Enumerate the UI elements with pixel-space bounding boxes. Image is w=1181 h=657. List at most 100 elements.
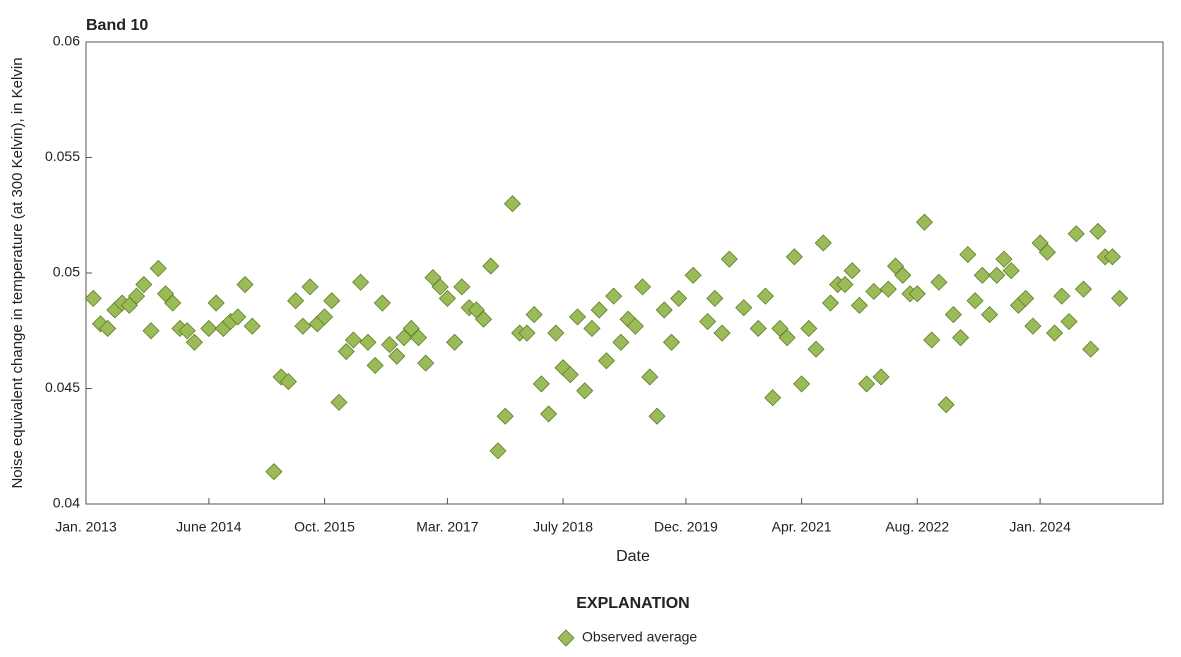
data-point bbox=[865, 282, 883, 301]
data-point bbox=[973, 266, 991, 284]
data-point bbox=[980, 306, 999, 324]
data-point bbox=[489, 442, 507, 460]
data-point bbox=[1111, 289, 1129, 307]
data-point bbox=[503, 195, 522, 213]
data-point bbox=[330, 393, 348, 411]
data-point bbox=[142, 322, 160, 340]
data-point bbox=[735, 299, 753, 317]
legend-marker bbox=[557, 629, 575, 647]
data-point bbox=[352, 273, 370, 291]
data-point bbox=[872, 368, 890, 386]
data-point bbox=[532, 375, 550, 393]
data-point bbox=[373, 294, 391, 312]
data-point bbox=[597, 352, 615, 370]
x-tick-label: June 2014 bbox=[176, 519, 242, 535]
x-tick-label: Aug. 2022 bbox=[885, 519, 949, 535]
data-point bbox=[287, 292, 305, 310]
data-point bbox=[301, 278, 319, 296]
data-point bbox=[655, 301, 673, 319]
data-point bbox=[561, 366, 579, 384]
x-tick-label: Oct. 2015 bbox=[294, 519, 355, 535]
data-point bbox=[1060, 312, 1078, 331]
data-point bbox=[807, 340, 825, 358]
data-point bbox=[937, 396, 955, 414]
y-tick-label: 0.045 bbox=[45, 379, 80, 395]
data-point bbox=[496, 407, 514, 425]
data-point bbox=[525, 306, 543, 324]
data-point bbox=[778, 329, 796, 347]
data-point bbox=[952, 329, 970, 347]
data-point bbox=[930, 273, 948, 291]
data-point bbox=[446, 333, 464, 351]
data-point bbox=[756, 287, 775, 305]
data-point bbox=[1089, 222, 1107, 240]
data-point bbox=[648, 407, 666, 425]
data-point bbox=[164, 294, 182, 312]
x-tick-label: Jan. 2024 bbox=[1009, 519, 1071, 535]
data-point bbox=[894, 266, 912, 284]
data-point bbox=[879, 280, 897, 298]
data-point bbox=[843, 262, 861, 280]
legend-label: Observed average bbox=[582, 629, 697, 645]
data-point bbox=[84, 289, 102, 307]
data-point bbox=[995, 250, 1013, 268]
data-point bbox=[540, 405, 558, 423]
data-point bbox=[200, 319, 218, 338]
data-point bbox=[388, 347, 406, 365]
data-point bbox=[821, 294, 840, 312]
data-point bbox=[1017, 289, 1035, 307]
data-point bbox=[409, 329, 428, 347]
data-point bbox=[814, 234, 832, 252]
x-tick-label: July 2018 bbox=[533, 519, 593, 535]
data-point bbox=[474, 310, 493, 328]
data-point bbox=[315, 308, 334, 326]
data-point bbox=[944, 306, 962, 324]
y-tick-label: 0.05 bbox=[53, 264, 80, 280]
data-point bbox=[1024, 317, 1042, 335]
data-point bbox=[959, 245, 977, 264]
data-point bbox=[1082, 340, 1100, 358]
data-point bbox=[243, 317, 261, 335]
data-point bbox=[229, 308, 247, 326]
data-point bbox=[547, 324, 565, 342]
data-point bbox=[836, 275, 854, 294]
data-point bbox=[337, 342, 355, 361]
data-point bbox=[1038, 243, 1056, 261]
data-point bbox=[1074, 280, 1093, 298]
data-point bbox=[612, 333, 630, 351]
data-point bbox=[1046, 324, 1064, 342]
x-tick-label: Jan. 2013 bbox=[55, 519, 117, 535]
data-point bbox=[438, 289, 456, 307]
data-point bbox=[583, 319, 601, 338]
y-tick-label: 0.055 bbox=[45, 148, 80, 164]
data-point bbox=[135, 275, 153, 294]
data-point bbox=[764, 389, 782, 407]
data-point bbox=[128, 287, 146, 305]
data-point bbox=[417, 354, 435, 372]
data-point bbox=[785, 248, 803, 266]
data-point bbox=[482, 257, 500, 275]
data-point bbox=[359, 333, 377, 351]
y-axis-label: Noise equivalent change in temperature (… bbox=[9, 57, 26, 488]
data-point bbox=[185, 333, 203, 351]
y-tick-label: 0.04 bbox=[53, 495, 80, 511]
data-point bbox=[236, 275, 254, 294]
data-point bbox=[966, 292, 984, 310]
data-point bbox=[576, 382, 594, 400]
data-point bbox=[634, 278, 652, 296]
data-point bbox=[720, 250, 738, 268]
data-point bbox=[207, 294, 225, 312]
data-point bbox=[294, 317, 312, 335]
data-point bbox=[800, 319, 818, 338]
data-point bbox=[381, 336, 399, 354]
data-point bbox=[988, 266, 1006, 284]
data-point bbox=[713, 324, 731, 342]
data-point bbox=[662, 333, 681, 351]
data-point bbox=[431, 278, 449, 296]
data-point bbox=[265, 463, 283, 481]
x-axis-label: Date bbox=[616, 548, 650, 565]
data-point bbox=[149, 259, 167, 277]
data-point bbox=[178, 322, 196, 340]
data-point bbox=[641, 368, 659, 386]
